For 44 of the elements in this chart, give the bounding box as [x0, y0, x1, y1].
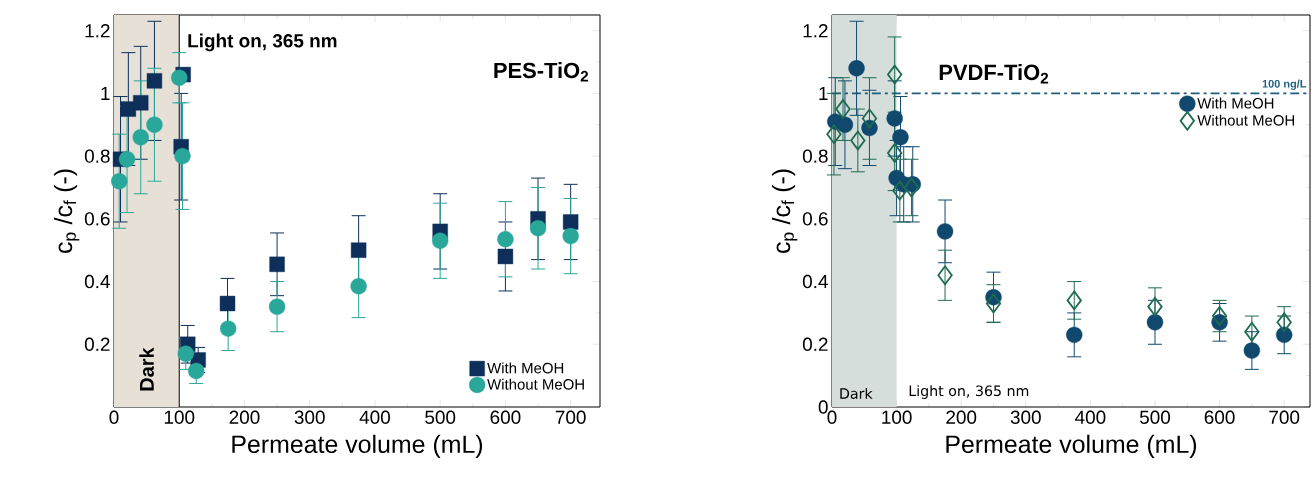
x-tick-label: 700 [555, 410, 586, 424]
band-label: Dark [139, 347, 154, 391]
y-tick-label: 0.4 [802, 274, 828, 289]
text: PES-TiO$_{2}$ [494, 62, 589, 82]
x-tick-label: 400 [359, 410, 390, 424]
y-tick-label: 1.2 [85, 24, 110, 38]
y-tick-label: 0.2 [84, 337, 110, 351]
x-tick-label: 0 [827, 410, 837, 424]
x-tick-label: 200 [946, 410, 977, 424]
x-tick-label: 500 [425, 410, 456, 424]
x-axis-title: Permeate volume (mL) [232, 434, 483, 458]
ref-line-label: 100 ng/L [1262, 79, 1307, 90]
legend-label: Without MeOH [1197, 114, 1295, 126]
x-tick-label: 300 [294, 410, 325, 424]
y-tick-label: 0 [818, 400, 828, 414]
x-tick-label: 700 [1269, 410, 1300, 424]
legend-label: Without MeOH [487, 378, 584, 390]
x-tick-label: 100 [882, 410, 912, 424]
y-tick-label: 0.8 [84, 149, 110, 163]
band-label: Dark [840, 387, 873, 399]
y-tick-label: 1.2 [803, 24, 828, 38]
x-tick-label: 100 [164, 410, 195, 424]
x-tick-label: 0 [109, 410, 119, 424]
x-tick-label: 600 [490, 410, 521, 424]
y-axis-title: c$_{p}$ /c$_{f}$ (-) [53, 169, 80, 253]
y-axis-title: c$_{p}$ /c$_{f}$ (-) [771, 169, 798, 253]
annotation: Light on, 365 nm [909, 385, 1029, 399]
legend-label: With MeOH [487, 362, 564, 374]
y-tick-label: 0.2 [802, 337, 828, 351]
y-tick-label: 0.8 [802, 149, 828, 163]
y-tick-label: 0.6 [802, 212, 828, 226]
legend-label: With MeOH [1197, 97, 1274, 109]
y-tick-label: 1 [819, 86, 828, 100]
y-tick-label: 0.6 [84, 212, 110, 226]
x-tick-label: 500 [1139, 410, 1171, 424]
x-tick-label: 300 [1010, 410, 1041, 424]
x-tick-label: 400 [1075, 410, 1106, 424]
x-tick-label: 200 [229, 410, 260, 424]
x-tick-label: 600 [1204, 410, 1235, 424]
y-tick-label: 0.4 [84, 274, 110, 289]
annotation: Light on, 365 nm [188, 33, 337, 52]
y-tick-label: 1 [101, 86, 110, 100]
text: PVDF-TiO$_{2}$ [939, 64, 1049, 84]
x-axis-title: Permeate volume (mL) [946, 434, 1197, 458]
